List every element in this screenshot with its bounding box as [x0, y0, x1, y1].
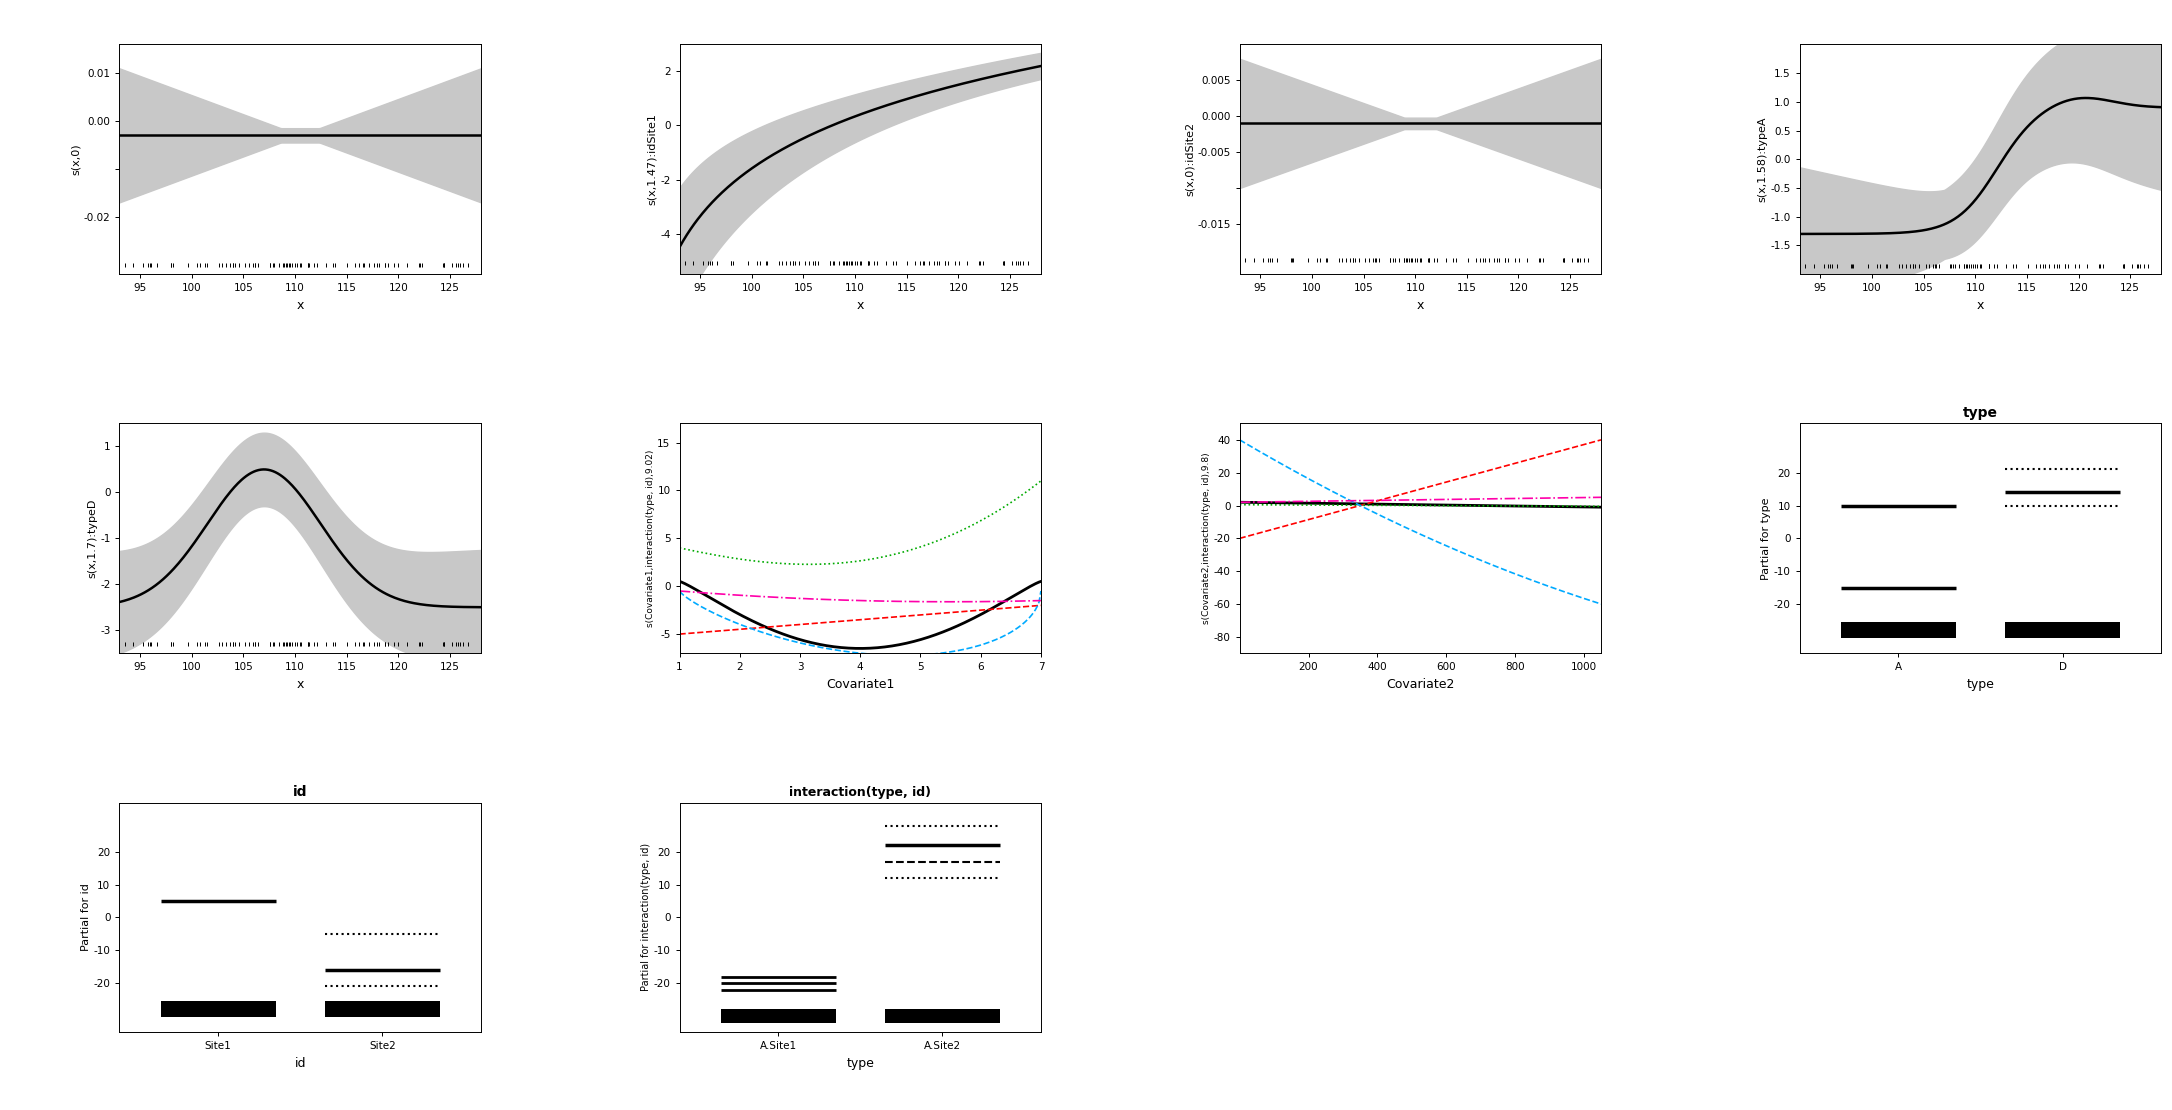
Bar: [2005, 623, 2120, 638]
Y-axis label: Partial for interaction(type, id): Partial for interaction(type, id): [641, 844, 652, 991]
Bar: [884, 1009, 999, 1022]
Title: type: type: [1963, 405, 1998, 420]
X-axis label: x: x: [295, 678, 304, 690]
Bar: [326, 1001, 439, 1018]
Y-axis label: s(x,1.47):idSite1: s(x,1.47):idSite1: [647, 113, 658, 205]
Y-axis label: s(Covariate1,interaction(type, id),9.02): s(Covariate1,interaction(type, id),9.02): [645, 450, 654, 627]
Y-axis label: s(x,1.7):typeD: s(x,1.7):typeD: [87, 498, 98, 578]
Y-axis label: Partial for type: Partial for type: [1761, 497, 1770, 579]
Bar: [721, 1009, 836, 1022]
X-axis label: x: x: [856, 299, 864, 312]
Y-axis label: Partial for id: Partial for id: [80, 884, 91, 951]
X-axis label: type: type: [1966, 678, 1994, 690]
X-axis label: type: type: [847, 1057, 873, 1070]
Y-axis label: s(x,0): s(x,0): [72, 143, 80, 175]
Title: interaction(type, id): interaction(type, id): [788, 786, 932, 798]
Title: id: id: [293, 785, 308, 798]
Y-axis label: s(Covariate2,interaction(type, id),9.8): s(Covariate2,interaction(type, id),9.8): [1201, 453, 1212, 624]
Bar: [1842, 623, 1955, 638]
X-axis label: Covariate2: Covariate2: [1386, 678, 1455, 690]
X-axis label: id: id: [295, 1057, 306, 1070]
Y-axis label: s(x,1.58):typeA: s(x,1.58):typeA: [1757, 117, 1768, 202]
X-axis label: x: x: [1977, 299, 1985, 312]
X-axis label: Covariate1: Covariate1: [825, 678, 895, 690]
Y-axis label: s(x,0):idSite2: s(x,0):idSite2: [1184, 122, 1195, 196]
X-axis label: x: x: [1416, 299, 1425, 312]
X-axis label: x: x: [295, 299, 304, 312]
Bar: [161, 1001, 276, 1018]
